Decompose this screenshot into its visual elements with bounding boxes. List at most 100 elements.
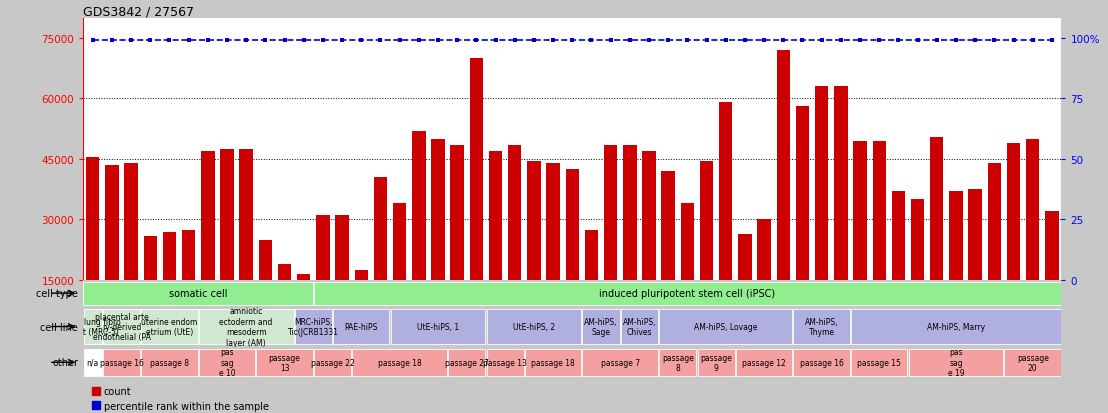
Bar: [334, 309, 390, 344]
Bar: [1007, 143, 1020, 341]
Bar: [198, 309, 294, 344]
Text: AM-hiPS,
Sage: AM-hiPS, Sage: [584, 317, 618, 337]
Bar: [872, 141, 886, 341]
Text: passage 7: passage 7: [601, 358, 639, 367]
Bar: [84, 349, 102, 376]
Text: MRC-hiPS,
Tic(JCRB1331: MRC-hiPS, Tic(JCRB1331: [288, 317, 339, 337]
Bar: [968, 190, 982, 341]
Bar: [86, 157, 100, 341]
Bar: [546, 164, 560, 341]
Text: passage 16: passage 16: [800, 358, 843, 367]
Bar: [661, 172, 675, 341]
Bar: [412, 131, 425, 341]
Text: cell line: cell line: [41, 322, 79, 332]
Bar: [815, 87, 829, 341]
Bar: [431, 140, 444, 341]
Bar: [930, 138, 944, 341]
Bar: [583, 309, 619, 344]
Bar: [451, 145, 464, 341]
Text: fetal lung fibro
blast (MRC-5): fetal lung fibro blast (MRC-5): [64, 317, 121, 337]
Bar: [719, 103, 732, 341]
Bar: [507, 145, 522, 341]
Bar: [1005, 349, 1060, 376]
Bar: [448, 349, 485, 376]
Text: passage 13: passage 13: [483, 358, 527, 367]
Text: n/a: n/a: [86, 358, 99, 367]
Text: AM-hiPS,
Chives: AM-hiPS, Chives: [623, 317, 656, 337]
Text: passage
9: passage 9: [700, 353, 732, 372]
Bar: [585, 230, 598, 341]
Bar: [103, 309, 140, 344]
Bar: [851, 309, 1060, 344]
Bar: [201, 152, 215, 341]
Text: PAE-hiPS: PAE-hiPS: [345, 322, 378, 331]
Bar: [393, 204, 407, 341]
Bar: [489, 152, 502, 341]
Text: AM-hiPS, Marry: AM-hiPS, Marry: [927, 322, 985, 331]
Bar: [486, 309, 582, 344]
Bar: [565, 170, 579, 341]
Bar: [659, 309, 792, 344]
Text: AM-hiPS, Lovage: AM-hiPS, Lovage: [694, 322, 758, 331]
Bar: [373, 178, 387, 341]
Text: passage
20: passage 20: [1017, 353, 1048, 372]
Bar: [853, 141, 866, 341]
Bar: [314, 282, 1061, 305]
Bar: [736, 349, 792, 376]
Bar: [163, 232, 176, 341]
Bar: [355, 270, 368, 341]
Bar: [486, 349, 524, 376]
Bar: [297, 274, 310, 341]
Text: passage
13: passage 13: [268, 353, 300, 372]
Text: AM-hiPS,
Thyme: AM-hiPS, Thyme: [804, 317, 839, 337]
Bar: [793, 349, 850, 376]
Text: passage 12: passage 12: [742, 358, 786, 367]
Bar: [758, 220, 771, 341]
Text: somatic cell: somatic cell: [168, 288, 227, 299]
Bar: [141, 309, 197, 344]
Bar: [604, 145, 617, 341]
Bar: [834, 87, 848, 341]
Bar: [336, 216, 349, 341]
Bar: [258, 240, 273, 341]
Bar: [950, 192, 963, 341]
Bar: [911, 200, 924, 341]
Bar: [103, 349, 140, 376]
Bar: [239, 150, 253, 341]
Text: passage 8: passage 8: [150, 358, 189, 367]
Text: passage 15: passage 15: [858, 358, 901, 367]
Bar: [659, 349, 697, 376]
Bar: [352, 349, 447, 376]
Bar: [525, 349, 582, 376]
Text: placental arte
ry-derived
endothelial (PA: placental arte ry-derived endothelial (P…: [93, 312, 151, 342]
Text: cell type: cell type: [37, 288, 79, 299]
Bar: [182, 230, 195, 341]
Bar: [314, 349, 351, 376]
Bar: [680, 204, 694, 341]
Bar: [987, 164, 1001, 341]
Bar: [470, 59, 483, 341]
Bar: [793, 309, 850, 344]
Text: uterine endom
etrium (UtE): uterine endom etrium (UtE): [141, 317, 197, 337]
Bar: [295, 309, 332, 344]
Text: passage 16: passage 16: [100, 358, 143, 367]
Text: passage 27: passage 27: [444, 358, 489, 367]
Bar: [124, 164, 137, 341]
Bar: [198, 349, 255, 376]
Bar: [141, 349, 197, 376]
Text: GDS3842 / 27567: GDS3842 / 27567: [83, 6, 194, 19]
Text: passage 18: passage 18: [378, 358, 421, 367]
Bar: [738, 234, 751, 341]
Text: pas
sag
e 10: pas sag e 10: [218, 348, 235, 377]
Bar: [144, 236, 157, 341]
Bar: [777, 51, 790, 341]
Bar: [623, 145, 637, 341]
Text: induced pluripotent stem cell (iPSC): induced pluripotent stem cell (iPSC): [599, 288, 776, 299]
Bar: [892, 192, 905, 341]
Bar: [391, 309, 485, 344]
Bar: [316, 216, 329, 341]
Bar: [1045, 212, 1058, 341]
Text: UtE-hiPS, 2: UtE-hiPS, 2: [513, 322, 555, 331]
Bar: [583, 349, 658, 376]
Bar: [84, 309, 102, 344]
